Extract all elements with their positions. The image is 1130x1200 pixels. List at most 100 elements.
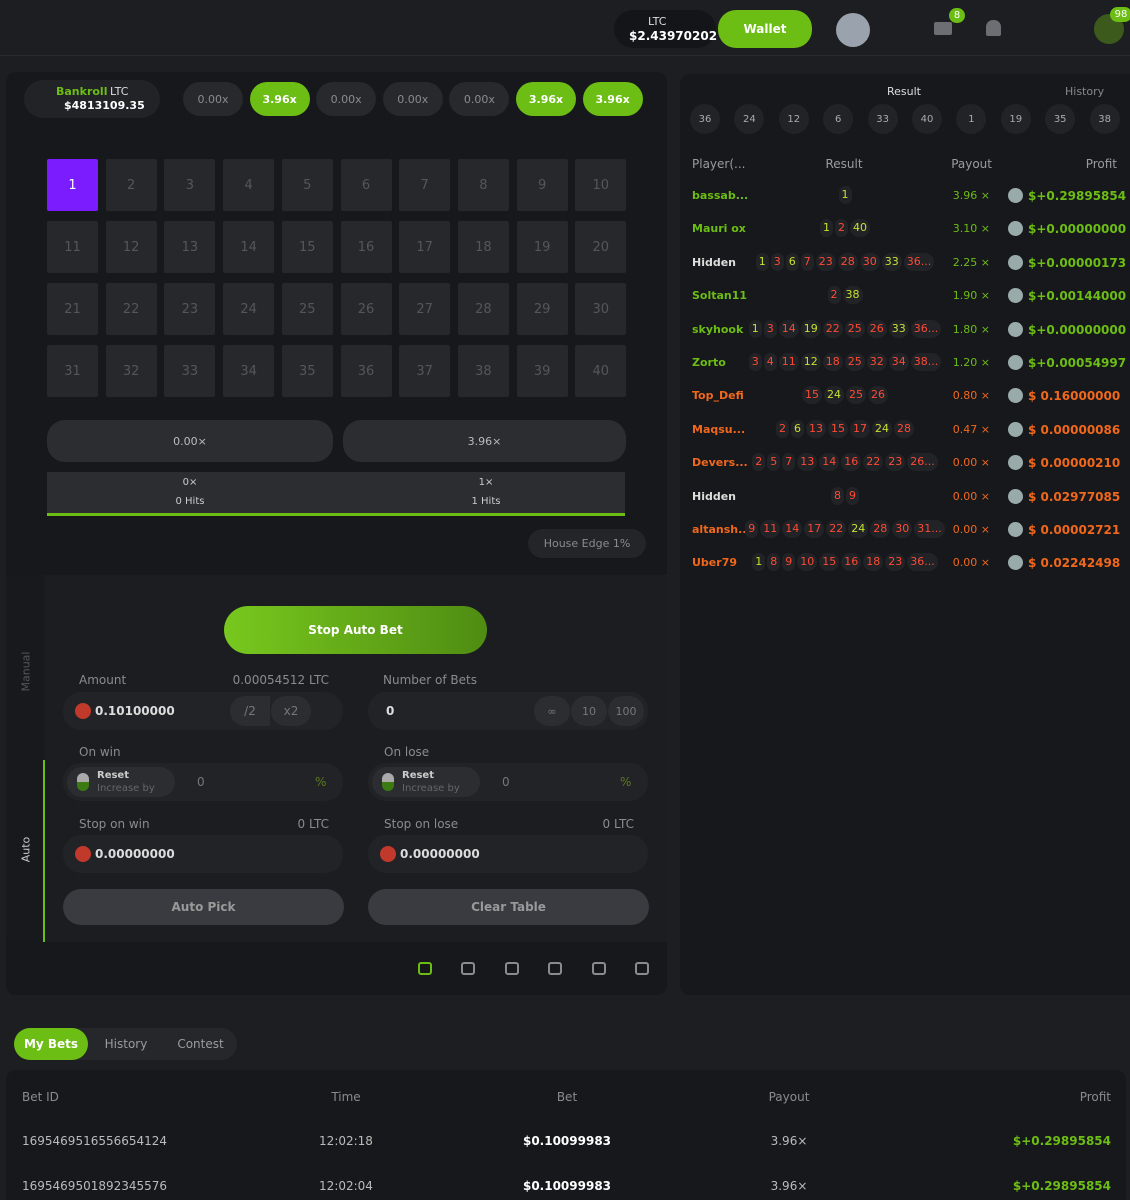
result-number: 8 <box>831 486 844 505</box>
wallet-button[interactable]: Wallet <box>718 10 812 48</box>
tab-auto[interactable]: Auto <box>19 836 33 863</box>
keno-tile[interactable]: 31 <box>47 345 98 397</box>
tool-icon[interactable] <box>461 962 475 975</box>
result-number: 14 <box>819 453 840 472</box>
keno-tile[interactable]: 26 <box>340 283 392 335</box>
keno-tile[interactable]: 20 <box>575 221 627 273</box>
recent-result: 36 <box>690 104 720 134</box>
keno-tile[interactable]: 18 <box>457 221 509 273</box>
half-button[interactable]: /2 <box>230 696 270 726</box>
payout: 0.80 × <box>952 389 990 403</box>
keno-tile[interactable]: 1 <box>47 159 98 211</box>
keno-tile[interactable]: 35 <box>281 345 333 397</box>
currency-selector[interactable]: LTC $2.43970202 <box>614 10 717 48</box>
reset-toggle[interactable]: Reset Increase by <box>67 767 175 797</box>
keno-tile[interactable]: 13 <box>164 221 216 273</box>
keno-tile[interactable]: 4 <box>223 159 275 211</box>
condition-input[interactable]: Reset Increase by 0% <box>368 763 648 801</box>
coin-icon <box>1008 254 1023 270</box>
bets-value: 0 <box>386 704 395 718</box>
keno-tile[interactable]: 36 <box>340 345 392 397</box>
avatar[interactable] <box>836 13 870 47</box>
keno-tile[interactable]: 33 <box>164 345 216 397</box>
keno-tile[interactable]: 24 <box>223 283 275 335</box>
keno-tile[interactable]: 6 <box>340 159 392 211</box>
double-button[interactable]: x2 <box>271 696 311 726</box>
percent-sign: % <box>315 775 327 789</box>
recent-result: 33 <box>867 104 898 134</box>
player-name: Hidden <box>692 255 737 269</box>
keno-tile[interactable]: 11 <box>47 221 98 273</box>
keno-tile[interactable]: 14 <box>223 221 275 273</box>
result-number: 9 <box>745 520 759 538</box>
keno-tile[interactable]: 15 <box>281 221 333 273</box>
keno-tile[interactable]: 34 <box>223 345 275 397</box>
tool-icon[interactable] <box>418 962 432 975</box>
keno-tile[interactable]: 37 <box>399 345 451 397</box>
bets-option[interactable]: 100 <box>608 696 644 726</box>
keno-tile[interactable]: 12 <box>105 221 157 273</box>
result-number: 28 <box>894 419 914 438</box>
bets-option[interactable]: ∞ <box>534 696 570 726</box>
clear-table[interactable]: Clear Table <box>368 889 649 925</box>
coin-icon <box>1008 321 1023 337</box>
keno-tile[interactable]: 2 <box>105 159 157 211</box>
result-number: 8 <box>767 553 781 572</box>
keno-tile[interactable]: 30 <box>575 283 627 335</box>
profit: $+0.00054997 <box>1028 356 1127 370</box>
history-link[interactable]: History <box>1065 85 1105 98</box>
bets-tab[interactable]: My Bets <box>14 1028 88 1060</box>
result-number: 1 <box>755 252 769 271</box>
keno-tile[interactable]: 29 <box>516 283 568 335</box>
keno-tile[interactable]: 32 <box>105 345 157 397</box>
keno-tile[interactable]: 17 <box>399 221 451 273</box>
amount-input[interactable]: 0.10100000/2 x2 <box>63 692 343 730</box>
tab-manual[interactable]: Manual <box>19 651 33 692</box>
stop-input[interactable]: 0.00000000 <box>63 835 343 873</box>
bets-tab[interactable]: Contest <box>177 1037 224 1051</box>
keno-tile[interactable]: 3 <box>164 159 216 211</box>
keno-tile[interactable]: 16 <box>340 221 392 273</box>
bets-tab[interactable]: History <box>104 1037 148 1051</box>
condition-input[interactable]: Reset Increase by 0% <box>63 763 343 801</box>
keno-tile[interactable]: 21 <box>47 283 98 335</box>
keno-tile[interactable]: 25 <box>281 283 333 335</box>
keno-tile[interactable]: 40 <box>575 345 627 397</box>
keno-tile[interactable]: 27 <box>399 283 451 335</box>
payout: 2.25 × <box>952 255 990 269</box>
column-header: Payout <box>951 157 992 171</box>
tool-icon[interactable] <box>592 962 606 975</box>
keno-tile[interactable]: 38 <box>457 345 509 397</box>
keno-tile[interactable]: 19 <box>516 221 568 273</box>
tool-icon[interactable] <box>548 962 562 975</box>
keno-tile[interactable]: 23 <box>164 283 216 335</box>
bets-input[interactable]: 0 ∞ 10 100 <box>368 692 648 730</box>
keno-tile[interactable]: 9 <box>516 159 568 211</box>
keno-tile[interactable]: 10 <box>575 159 627 211</box>
keno-tile[interactable]: 8 <box>457 159 509 211</box>
tool-icon[interactable] <box>635 962 649 975</box>
result-list: 2 6 13 15 17 24 28 <box>750 419 940 440</box>
profit: $+0.00000000 <box>1028 322 1127 337</box>
payout: 1.90 × <box>952 289 990 303</box>
bell-icon[interactable] <box>986 20 1001 36</box>
auto-pick[interactable]: Auto Pick <box>63 889 344 925</box>
player-name: altansh... <box>692 523 751 536</box>
bets-option[interactable]: 10 <box>571 696 607 726</box>
player-name: Mauri ox <box>692 222 746 236</box>
result-number: 22 <box>822 319 843 338</box>
keno-tile[interactable]: 7 <box>399 159 451 211</box>
reset-toggle[interactable]: Reset Increase by <box>372 767 480 797</box>
tool-icon[interactable] <box>505 962 519 975</box>
keno-tile[interactable]: 28 <box>457 283 509 335</box>
keno-tile[interactable]: 5 <box>281 159 333 211</box>
keno-tile[interactable]: 39 <box>516 345 568 397</box>
keno-tile[interactable]: 22 <box>105 283 157 335</box>
result-number: 15 <box>802 386 822 405</box>
coin-icon <box>1008 288 1023 304</box>
mail-icon[interactable] <box>934 22 952 35</box>
stop-auto-bet[interactable]: Stop Auto Bet <box>224 606 487 654</box>
stop-input[interactable]: 0.00000000 <box>368 835 648 873</box>
recent-result: 38 <box>1089 104 1120 134</box>
